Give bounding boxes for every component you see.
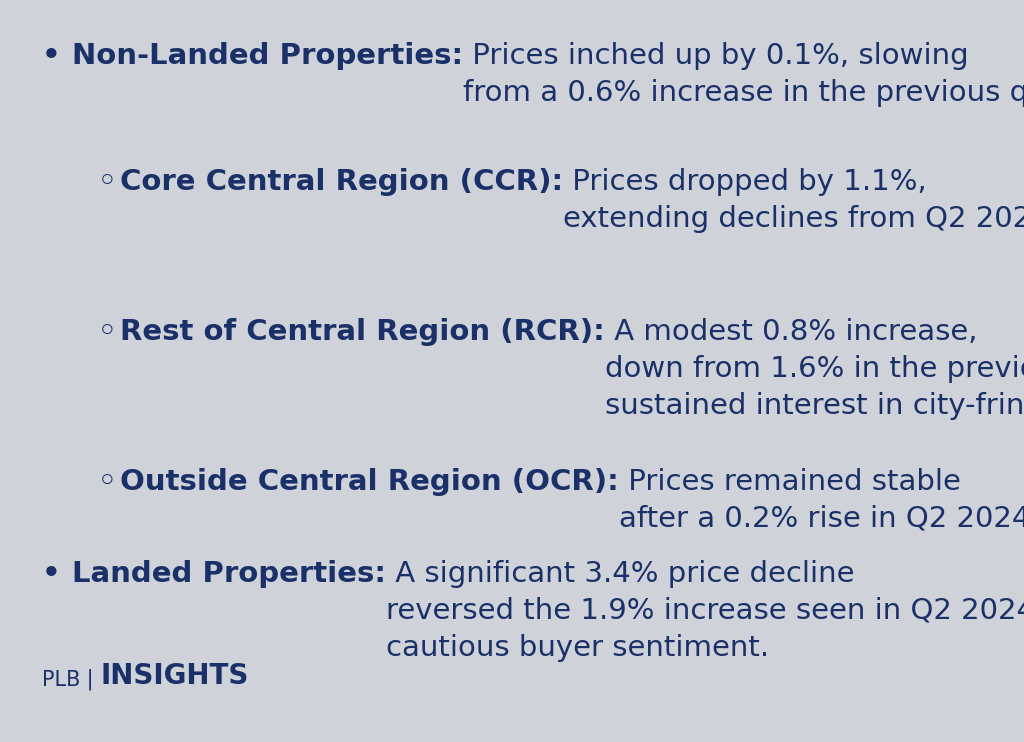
Text: Rest of Central Region (RCR):: Rest of Central Region (RCR): bbox=[120, 318, 605, 346]
Text: Prices remained stable
after a 0.2% rise in Q2 2024.: Prices remained stable after a 0.2% rise… bbox=[618, 468, 1024, 533]
Text: Outside Central Region (OCR):: Outside Central Region (OCR): bbox=[120, 468, 618, 496]
Text: |: | bbox=[80, 669, 100, 690]
Text: A significant 3.4% price decline
reversed the 1.9% increase seen in Q2 2024, ref: A significant 3.4% price decline reverse… bbox=[386, 560, 1024, 662]
Text: PLB: PLB bbox=[42, 670, 80, 690]
Text: Prices inched up by 0.1%, slowing
from a 0.6% increase in the previous quarter:: Prices inched up by 0.1%, slowing from a… bbox=[463, 42, 1024, 107]
Text: ◦: ◦ bbox=[98, 168, 117, 196]
Text: INSIGHTS: INSIGHTS bbox=[100, 662, 249, 690]
Text: ◦: ◦ bbox=[98, 468, 117, 496]
Text: •: • bbox=[42, 560, 60, 588]
Text: ◦: ◦ bbox=[98, 318, 117, 346]
Text: Prices dropped by 1.1%,
extending declines from Q2 2024.: Prices dropped by 1.1%, extending declin… bbox=[563, 168, 1024, 233]
Text: Landed Properties:: Landed Properties: bbox=[72, 560, 386, 588]
Text: A modest 0.8% increase,
down from 1.6% in the previous quarter, highlighted
sust: A modest 0.8% increase, down from 1.6% i… bbox=[605, 318, 1024, 419]
Text: Core Central Region (CCR):: Core Central Region (CCR): bbox=[120, 168, 563, 196]
Text: •: • bbox=[42, 42, 60, 70]
Text: Non-Landed Properties:: Non-Landed Properties: bbox=[72, 42, 463, 70]
